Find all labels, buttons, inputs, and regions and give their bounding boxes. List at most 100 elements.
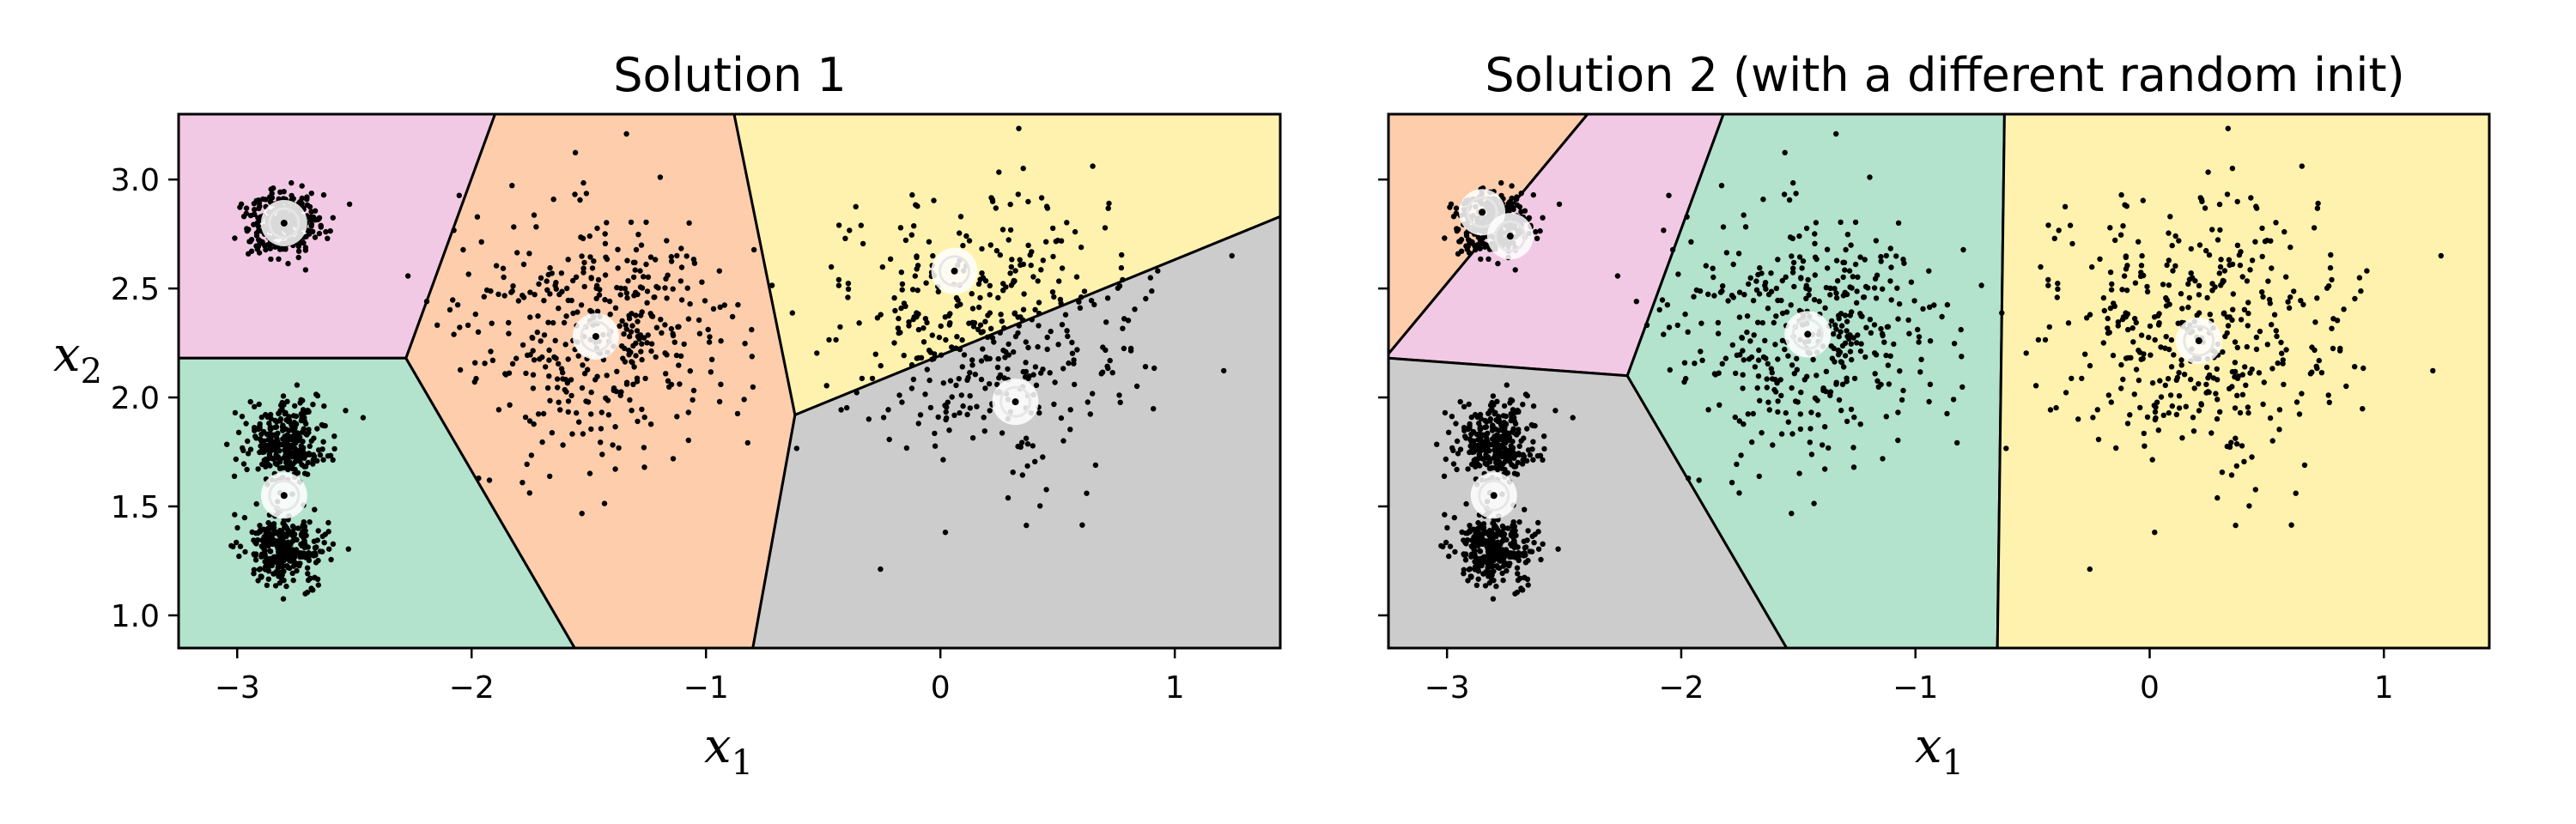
data-point — [272, 529, 278, 535]
data-point — [2271, 312, 2278, 318]
data-point — [263, 530, 269, 536]
data-point — [253, 530, 259, 536]
data-point — [558, 366, 565, 372]
data-point — [317, 451, 324, 458]
data-point — [1084, 399, 1091, 405]
data-point — [879, 264, 886, 270]
data-point — [1896, 300, 1903, 307]
data-point — [1827, 285, 1833, 291]
data-point — [860, 240, 866, 247]
data-point — [1482, 417, 1488, 424]
data-point — [1133, 383, 1140, 390]
data-point — [2326, 399, 2332, 405]
data-point — [1814, 373, 1820, 379]
data-point — [1475, 542, 1481, 548]
data-point — [671, 339, 677, 345]
data-point — [1823, 284, 1830, 291]
data-point — [1442, 512, 1448, 518]
cluster-region-4 — [732, 114, 1280, 417]
data-point — [625, 278, 631, 284]
data-point — [1044, 205, 1051, 211]
data-point — [1778, 431, 1785, 437]
data-point — [957, 230, 963, 236]
data-point — [823, 383, 829, 389]
data-point — [2038, 264, 2044, 270]
data-point — [524, 461, 530, 468]
data-point — [456, 192, 462, 198]
data-point — [304, 589, 311, 596]
data-point — [275, 430, 281, 436]
data-point — [1720, 224, 1727, 230]
data-point — [2185, 304, 2191, 311]
data-point — [1791, 371, 1797, 377]
data-point — [1682, 311, 1688, 318]
data-point — [1474, 414, 1480, 421]
data-point — [1768, 366, 1774, 372]
data-point — [1052, 379, 1058, 385]
data-point — [644, 340, 650, 346]
data-point — [658, 317, 664, 323]
data-point — [2269, 438, 2275, 444]
data-point — [1763, 286, 1769, 292]
data-point — [236, 553, 242, 560]
data-point — [641, 464, 647, 470]
data-point — [2243, 382, 2249, 388]
data-point — [901, 352, 907, 359]
data-point — [310, 402, 316, 408]
data-point — [629, 323, 635, 329]
data-point — [562, 342, 568, 348]
data-point — [1453, 205, 1460, 211]
data-point — [1730, 261, 1736, 268]
data-point — [1461, 403, 1467, 409]
data-point — [1880, 286, 1886, 292]
data-point — [2259, 289, 2265, 295]
data-point — [2067, 222, 2074, 228]
data-point — [1516, 451, 1522, 457]
data-point — [880, 415, 887, 421]
data-point — [931, 197, 937, 203]
data-point — [742, 341, 748, 347]
data-point — [2123, 203, 2129, 209]
data-point — [423, 299, 430, 305]
data-point — [450, 297, 456, 303]
data-point — [1691, 294, 1697, 300]
data-point — [1741, 292, 1747, 298]
data-point — [556, 291, 562, 298]
data-point — [647, 254, 654, 260]
data-point — [2141, 351, 2147, 357]
data-point — [2003, 445, 2009, 451]
data-point — [1109, 370, 1115, 376]
data-point — [520, 261, 527, 268]
data-point — [528, 452, 535, 458]
data-point — [507, 402, 513, 408]
data-point — [2188, 270, 2194, 276]
data-point — [1007, 201, 1013, 208]
data-point — [256, 197, 262, 203]
data-point — [1614, 273, 1621, 279]
data-point — [2330, 345, 2336, 352]
data-point — [947, 320, 953, 326]
data-point — [1840, 259, 1846, 265]
centroid-marker-4 — [931, 247, 978, 294]
data-point — [1467, 449, 1473, 456]
data-point — [1669, 246, 1676, 253]
data-point — [1781, 191, 1788, 197]
data-point — [1842, 267, 1848, 273]
data-point — [289, 442, 295, 448]
data-point — [896, 315, 902, 322]
data-point — [2158, 394, 2165, 400]
data-point — [299, 195, 305, 202]
data-point — [302, 464, 309, 470]
data-point — [953, 382, 959, 389]
data-point — [1728, 480, 1735, 486]
data-point — [1762, 337, 1768, 343]
data-point — [289, 465, 295, 472]
data-point — [677, 353, 684, 359]
data-point — [1839, 381, 1846, 387]
data-point — [535, 411, 542, 417]
data-point — [1753, 278, 1759, 284]
data-point — [998, 312, 1004, 318]
data-point — [2190, 428, 2197, 434]
data-point — [2082, 351, 2088, 357]
data-point — [549, 430, 556, 436]
